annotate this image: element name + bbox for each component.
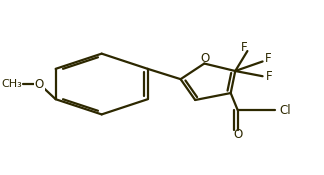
Text: F: F: [241, 41, 248, 54]
Text: CH₃: CH₃: [1, 79, 22, 89]
Text: F: F: [265, 52, 272, 65]
Text: O: O: [200, 52, 210, 65]
Text: Cl: Cl: [279, 104, 291, 117]
Text: O: O: [35, 78, 44, 90]
Text: O: O: [233, 128, 242, 141]
Text: F: F: [266, 70, 272, 83]
